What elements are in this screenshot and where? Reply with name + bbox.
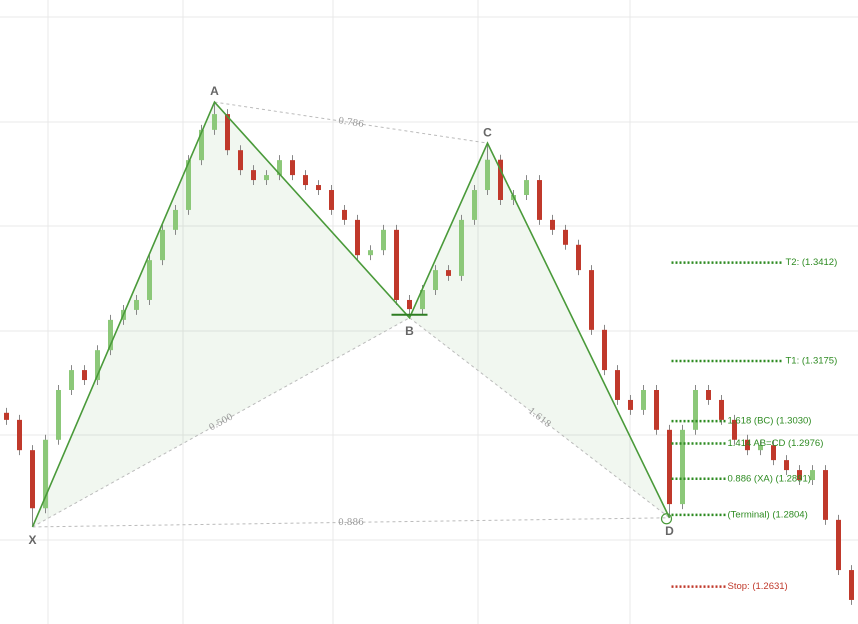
point-label: A bbox=[210, 84, 219, 98]
candle-body bbox=[628, 399, 633, 410]
candle-body bbox=[407, 299, 412, 310]
candle-body bbox=[329, 190, 334, 210]
ratio-leg bbox=[409, 317, 670, 519]
candle-body bbox=[95, 350, 100, 381]
level-label: 0.886 (XA) (1.2891) bbox=[728, 473, 811, 484]
candle-body bbox=[199, 129, 204, 161]
candle-body bbox=[342, 209, 347, 220]
candle-body bbox=[485, 159, 490, 191]
candle-body bbox=[30, 450, 35, 509]
candle-body bbox=[420, 290, 425, 310]
candle-body bbox=[186, 160, 191, 210]
candle-body bbox=[667, 429, 672, 505]
candle-body bbox=[108, 319, 113, 351]
candle-body bbox=[758, 445, 763, 451]
candle-body bbox=[524, 180, 529, 195]
candle-body bbox=[771, 445, 776, 461]
candle-body bbox=[290, 160, 295, 176]
candle-body bbox=[654, 390, 659, 430]
level-label: Stop: (1.2631) bbox=[728, 581, 788, 592]
candle-body bbox=[433, 270, 438, 291]
pattern-line bbox=[31, 100, 671, 528]
level-label: T1: (1.3175) bbox=[786, 355, 838, 366]
candle-body bbox=[381, 229, 386, 251]
candle-body bbox=[615, 370, 620, 400]
candle-body bbox=[212, 114, 217, 130]
candle-body bbox=[745, 439, 750, 451]
candle-body bbox=[498, 159, 503, 200]
level-label: (Terminal) (1.2804) bbox=[728, 509, 808, 520]
point-label: B bbox=[405, 324, 414, 338]
level-label: 1.618 (BC) (1.3030) bbox=[728, 416, 812, 427]
candle-body bbox=[251, 170, 256, 181]
candle-body bbox=[641, 390, 646, 410]
candle-body bbox=[719, 399, 724, 420]
candle-body bbox=[693, 390, 698, 430]
ratio-label: 0.786 bbox=[337, 116, 364, 130]
candle-body bbox=[459, 219, 464, 276]
point-label: C bbox=[483, 125, 492, 139]
candle-body bbox=[43, 439, 48, 509]
candle-body bbox=[173, 209, 178, 230]
candle-body bbox=[264, 175, 269, 181]
candle-body bbox=[277, 160, 282, 176]
candle-body bbox=[797, 470, 802, 481]
candle-body bbox=[836, 519, 841, 571]
candle-body bbox=[355, 219, 360, 256]
candle-body bbox=[160, 229, 165, 261]
ratio-leg bbox=[32, 517, 670, 528]
point-label: D bbox=[665, 524, 674, 538]
level-label: 1.414 AB=CD (1.2976) bbox=[728, 438, 824, 449]
candle-body bbox=[680, 429, 685, 505]
candle-body bbox=[810, 470, 815, 481]
candle-body bbox=[303, 175, 308, 186]
candle-body bbox=[550, 219, 555, 230]
candle-body bbox=[537, 180, 542, 220]
candle-body bbox=[784, 460, 789, 471]
candle-body bbox=[56, 390, 61, 440]
candle-body bbox=[4, 412, 9, 420]
candle-body bbox=[589, 270, 594, 330]
candle-body bbox=[472, 190, 477, 220]
candle-body bbox=[446, 270, 451, 276]
candle-body bbox=[82, 370, 87, 381]
candle-body bbox=[732, 419, 737, 440]
candle-body bbox=[225, 114, 230, 151]
candle-body bbox=[602, 329, 607, 371]
pattern-area bbox=[409, 143, 670, 518]
pattern-area bbox=[32, 102, 410, 527]
candle-body bbox=[368, 250, 373, 256]
candle-body bbox=[706, 390, 711, 400]
ratio-label: 0.886 bbox=[338, 518, 364, 528]
pattern-fill bbox=[32, 102, 670, 527]
candle-body bbox=[576, 244, 581, 271]
candle-body bbox=[563, 229, 568, 245]
candle-body bbox=[316, 185, 321, 191]
d-marker bbox=[660, 513, 673, 525]
candle-body bbox=[69, 370, 74, 390]
candle-body bbox=[238, 150, 243, 171]
candle-body bbox=[849, 570, 854, 600]
level-label: T2: (1.3412) bbox=[786, 257, 838, 268]
candle-body bbox=[823, 470, 828, 520]
candle-body bbox=[17, 419, 22, 451]
candle-body bbox=[134, 299, 139, 310]
point-label: X bbox=[28, 533, 36, 547]
candle-body bbox=[394, 229, 399, 300]
candle-body bbox=[147, 260, 152, 300]
ratio-leg bbox=[214, 101, 488, 144]
